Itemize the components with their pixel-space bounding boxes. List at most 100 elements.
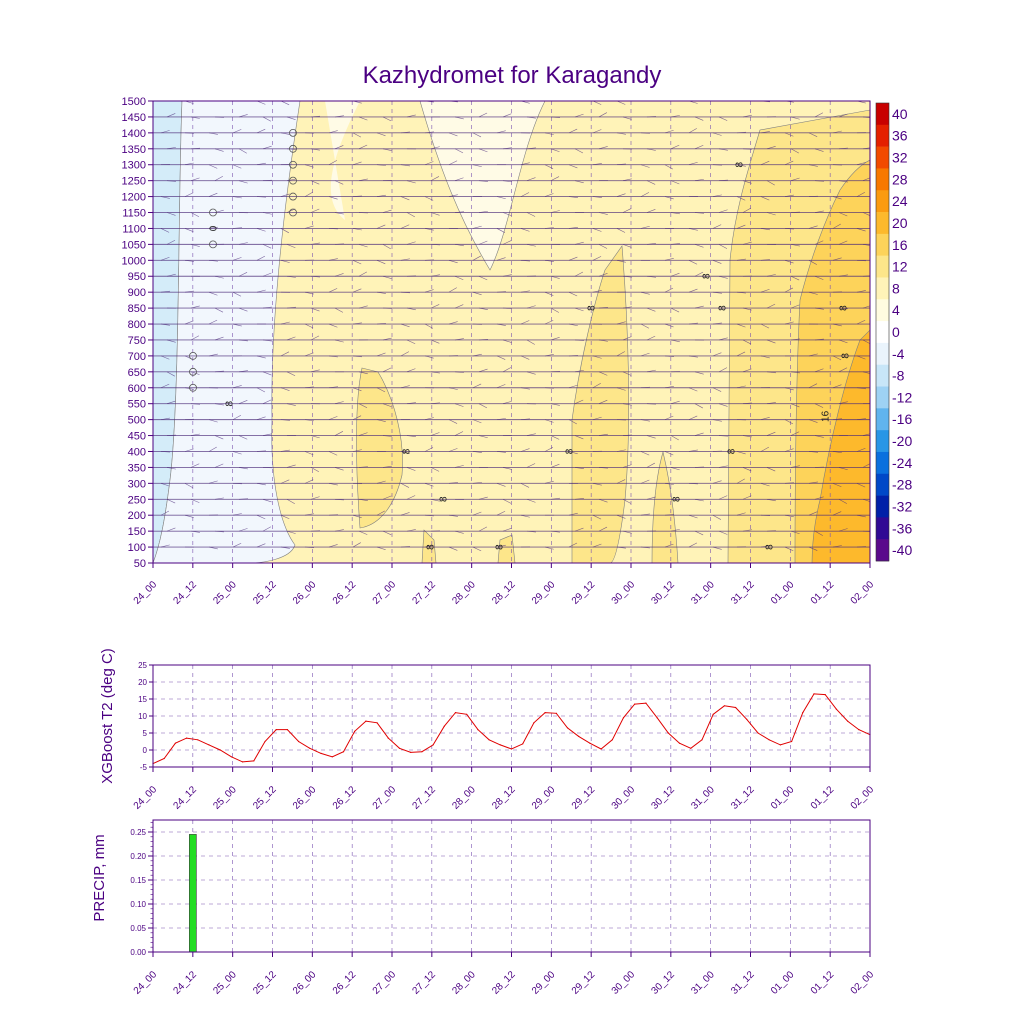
- colorbar-swatch: [876, 474, 889, 496]
- temperature-point: [601, 748, 602, 749]
- temperature-point: [365, 721, 366, 722]
- temperature-point: [690, 748, 691, 749]
- x-tick-label: 31_00: [689, 579, 717, 607]
- y-tick-label: 700: [128, 351, 146, 363]
- colorbar-swatch: [876, 387, 889, 409]
- temperature-point: [175, 743, 176, 744]
- page-title: Kazhydromet for Karagandy: [0, 62, 1024, 90]
- colorbar-swatch: [876, 277, 889, 299]
- x-tick-label: 30_00: [610, 579, 638, 607]
- y-tick-label: 100: [128, 542, 146, 554]
- colorbar-label: 24: [892, 193, 908, 209]
- x-tick-label: 26_00: [291, 969, 319, 997]
- y-tick-label: 0: [143, 746, 148, 755]
- y-tick-label: 450: [128, 431, 146, 443]
- temperature-point: [421, 751, 422, 752]
- colorbar-label: -40: [892, 542, 912, 558]
- y-tick-label: 0.05: [130, 924, 146, 933]
- colorbar-swatch: [876, 321, 889, 343]
- x-tick-label: 24_12: [172, 579, 200, 607]
- y-tick-label: 10: [138, 712, 147, 721]
- x-tick-label: 31_00: [689, 784, 717, 812]
- x-tick-label: 31_00: [689, 969, 717, 997]
- colorbar-label: -20: [892, 433, 912, 449]
- temperature-point: [466, 714, 467, 715]
- temperature-point: [589, 743, 590, 744]
- y-tick-label: 600: [128, 383, 146, 395]
- y-tick-label: 1200: [122, 192, 146, 204]
- temperature-point: [623, 717, 624, 718]
- temperature-point: [713, 714, 714, 715]
- x-tick-label: 30_12: [650, 784, 678, 812]
- contour-label: 8: [587, 305, 598, 311]
- x-tick-label: 01_00: [769, 969, 797, 997]
- temperature-point: [298, 741, 299, 742]
- contour-label: 8: [839, 305, 850, 311]
- colorbar-swatch: [876, 125, 889, 147]
- y-tick-label: 15: [138, 695, 147, 704]
- x-tick-label: 28_12: [490, 969, 518, 997]
- temperature-point: [242, 761, 243, 762]
- y-tick-label: 800: [128, 319, 146, 331]
- x-tick-label: 31_12: [729, 579, 757, 607]
- y-tick-label: 0.20: [130, 852, 146, 861]
- y-tick-label: 400: [128, 446, 146, 458]
- colorbar-swatch: [876, 496, 889, 518]
- x-tick-label: 27_00: [371, 784, 399, 812]
- temperature-point: [220, 749, 221, 750]
- temperature-point: [500, 744, 501, 745]
- y-tick-label: 50: [134, 558, 146, 570]
- contour-label: 8: [727, 448, 738, 454]
- temperature-point: [264, 741, 265, 742]
- contour-label: 8: [225, 400, 236, 406]
- x-tick-label: 27_00: [371, 579, 399, 607]
- y-tick-label: 20: [138, 678, 147, 687]
- x-tick-label: 24_12: [172, 969, 200, 997]
- contour-label: 0: [209, 225, 220, 231]
- temperature-point: [612, 739, 613, 740]
- temperature-point: [410, 752, 411, 753]
- y-tick-label: 1500: [122, 96, 146, 108]
- temperature-point: [533, 722, 534, 723]
- colorbar-label: -16: [892, 411, 912, 427]
- x-tick-label: 01_12: [809, 969, 837, 997]
- colorbar-swatch: [876, 365, 889, 387]
- temperature-point: [511, 748, 512, 749]
- colorbar-swatch: [876, 452, 889, 474]
- temperature-point: [780, 744, 781, 745]
- y-tick-label: 1250: [122, 176, 146, 188]
- x-tick-label: 24_00: [132, 579, 160, 607]
- x-tick-label: 26_12: [331, 784, 359, 812]
- y-tick-label: 1300: [122, 160, 146, 172]
- contour-label: 8: [841, 353, 852, 359]
- temperature-point: [757, 732, 758, 733]
- temperature-point: [578, 736, 579, 737]
- contour-label: 8: [439, 496, 450, 502]
- y-tick-label: 0.10: [130, 900, 146, 909]
- temperature-point: [276, 729, 277, 730]
- y-tick-label: 1350: [122, 144, 146, 156]
- colorbar-label: 16: [892, 237, 908, 253]
- x-tick-label: 28_12: [490, 579, 518, 607]
- colorbar-swatch: [876, 343, 889, 365]
- wind-barb: [833, 97, 841, 101]
- x-tick-label: 29_00: [530, 579, 558, 607]
- x-tick-label: 30_12: [650, 969, 678, 997]
- x-tick-label: 25_12: [251, 579, 279, 607]
- y-tick-label: 1000: [122, 255, 146, 267]
- temperature-point: [164, 758, 165, 759]
- x-tick-label: 25_00: [211, 579, 239, 607]
- y-tick-label: -5: [140, 763, 148, 772]
- contour-label: 8: [718, 305, 729, 311]
- colorbar-label: -12: [892, 389, 912, 405]
- colorbar-swatch: [876, 299, 889, 321]
- x-tick-label: 27_12: [411, 784, 439, 812]
- x-tick-label: 26_00: [291, 579, 319, 607]
- y-tick-label: 650: [128, 367, 146, 379]
- temperature-point: [522, 743, 523, 744]
- colorbar-label: 12: [892, 259, 908, 275]
- colorbar-swatch: [876, 430, 889, 452]
